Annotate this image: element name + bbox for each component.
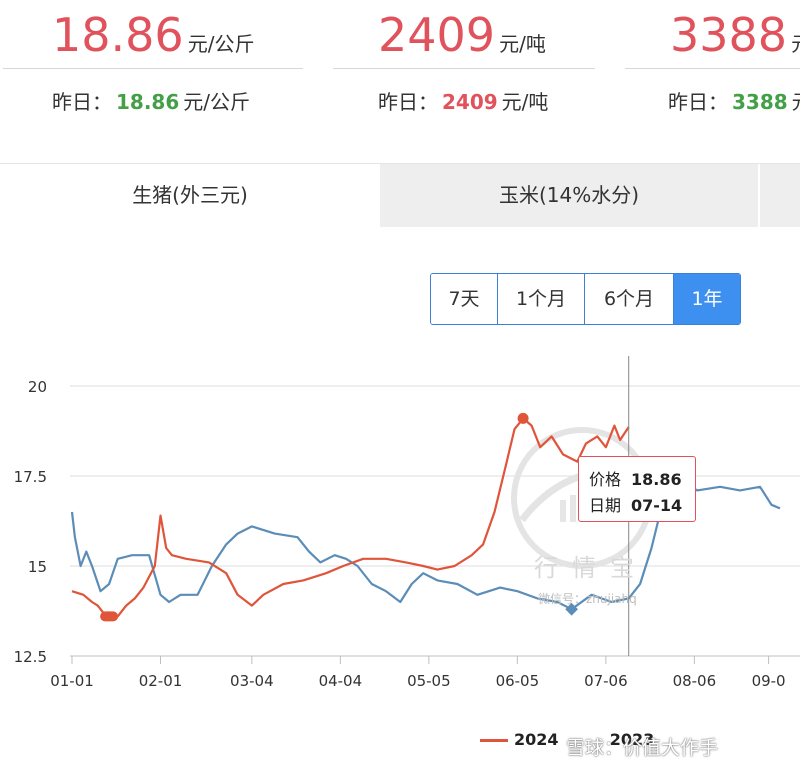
- x-tick-label: 03-04: [230, 672, 274, 690]
- current-price: 18.86 元/公斤: [52, 8, 255, 62]
- yesterday-price: 昨日： 2409 元/吨: [378, 90, 549, 114]
- current-price: 3388元: [670, 8, 800, 62]
- watermark-text: 行情宝: [534, 554, 648, 582]
- y-tick-label: 12.5: [14, 648, 47, 666]
- x-tick-label: 01-01: [50, 672, 94, 690]
- y-tick-labels: 12.5 15 17.5 20: [14, 378, 47, 666]
- tab-more[interactable]: [760, 164, 800, 227]
- card-divider: [333, 68, 595, 69]
- tab-pig[interactable]: 生猪(外三元): [0, 164, 380, 227]
- series-line-2023: [70, 467, 781, 611]
- range-selector: 7天 1个月 6个月 1年: [430, 273, 741, 325]
- range-6m-button[interactable]: 6个月: [585, 274, 674, 324]
- yesterday-price: 昨日：3388元: [668, 90, 800, 114]
- x-tick-label: 07-06: [584, 672, 628, 690]
- price-card-corn[interactable]: 2409 元/吨 昨日： 2409 元/吨: [333, 0, 595, 135]
- credit-watermark: 雪球：价值大作手: [566, 737, 719, 759]
- max-marker-2024: [517, 412, 529, 424]
- grid-lines: [70, 385, 800, 664]
- range-1y-button[interactable]: 1年: [674, 274, 740, 324]
- price-card-soy[interactable]: 3388元 昨日：3388元: [625, 0, 800, 135]
- legend-label-2024: 2024: [514, 730, 559, 749]
- watermark-bar: [570, 495, 576, 522]
- x-tick-label: 05-05: [407, 672, 451, 690]
- legend-swatch-2024: [480, 739, 508, 742]
- watermark-subtext: 微信号：zhujiahq: [538, 592, 637, 606]
- min-marker-2024: [100, 611, 119, 622]
- x-tick-label: 06-05: [496, 672, 540, 690]
- price-card-pig[interactable]: 18.86 元/公斤 昨日： 18.86 元/公斤: [0, 0, 305, 135]
- watermark-bar: [560, 500, 566, 522]
- series-line-2024: [71, 417, 630, 618]
- series-lines: [70, 417, 781, 618]
- x-tick-label: 08-06: [673, 672, 717, 690]
- range-7d-button[interactable]: 7天: [431, 274, 498, 324]
- y-tick-label: 17.5: [14, 468, 47, 486]
- chart-legend[interactable]: 2024 2023: [480, 730, 654, 749]
- chart-panel: 生猪(外三元) 玉米(14%水分): [0, 163, 800, 773]
- range-1m-button[interactable]: 1个月: [498, 274, 585, 324]
- card-divider: [625, 68, 800, 69]
- legend-label-2023: 2023: [609, 730, 655, 749]
- yesterday-price: 昨日： 18.86 元/公斤: [52, 90, 251, 114]
- chart-tooltip: 价格 18.86 日期 07-14: [578, 456, 696, 522]
- x-tick-label: 09-0: [752, 672, 786, 690]
- x-tick-labels: 01-01 02-01 03-04 04-04 05-05 06-05 07-06 08-06…: [50, 672, 785, 690]
- tooltip-date-row: 日期 07-14: [589, 496, 683, 515]
- x-tick-label: 02-01: [139, 672, 183, 690]
- tooltip-price-row: 价格 18.86: [589, 470, 682, 489]
- current-price: 2409 元/吨: [378, 8, 546, 62]
- x-tick-label: 04-04: [319, 672, 363, 690]
- tab-corn[interactable]: 玉米(14%水分): [380, 164, 758, 227]
- y-tick-label: 15: [28, 558, 47, 576]
- card-divider: [3, 68, 303, 69]
- y-tick-label: 20: [28, 378, 47, 396]
